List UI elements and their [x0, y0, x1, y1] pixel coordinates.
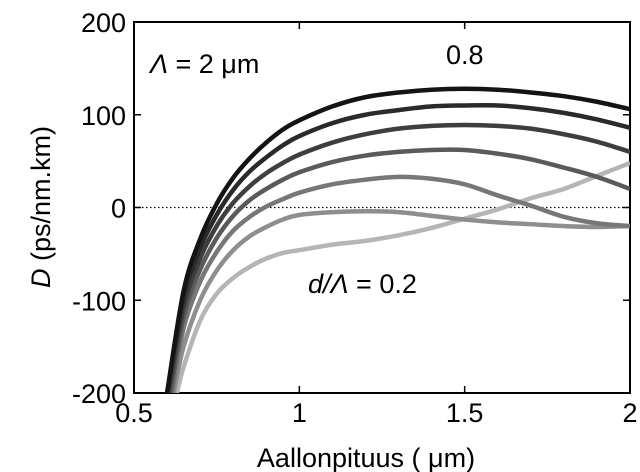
x-tick-label: 1.5 [446, 398, 484, 428]
x-axis-title: Aallonpituus ( μm) [257, 443, 475, 472]
y-axis-title-symbol: D [26, 269, 56, 289]
bottom-curve-label: d/Λ = 0.2 [308, 269, 417, 299]
y-axis-title: D (ps/nm.km) [26, 126, 56, 288]
series-line-2 [171, 208, 630, 393]
y-tick-label: -200 [72, 379, 126, 409]
series-layer [164, 86, 630, 393]
x-tick-label: 0.5 [115, 398, 153, 428]
bottom-label-value: = 0.2 [349, 269, 417, 299]
y-axis-title-units: (ps/nm.km) [26, 126, 56, 269]
series-line-6 [164, 102, 630, 393]
x-tick-label: 1 [292, 398, 307, 428]
bottom-label-d: d [308, 269, 324, 299]
series-line-7 [164, 86, 630, 393]
y-tick-label: 200 [81, 8, 126, 38]
y-tick-label: -100 [72, 286, 126, 316]
ticks-layer: 0.5 1 1.5 2 -200 -100 0 100 200 [72, 8, 638, 428]
pitch-annotation: Λ = 2 μm [148, 49, 259, 79]
series-line-3 [169, 174, 630, 393]
series-line-1 [174, 160, 630, 393]
pitch-symbol: Λ [148, 49, 168, 79]
series-line-5 [166, 122, 630, 393]
series-line-4 [168, 147, 630, 393]
top-curve-label: 0.8 [446, 40, 484, 70]
y-tick-label: 0 [111, 194, 126, 224]
bottom-label-lambda: /Λ [321, 269, 349, 299]
x-tick-label: 2 [622, 398, 637, 428]
pitch-value: = 2 μm [168, 49, 259, 79]
y-tick-label: 100 [81, 101, 126, 131]
